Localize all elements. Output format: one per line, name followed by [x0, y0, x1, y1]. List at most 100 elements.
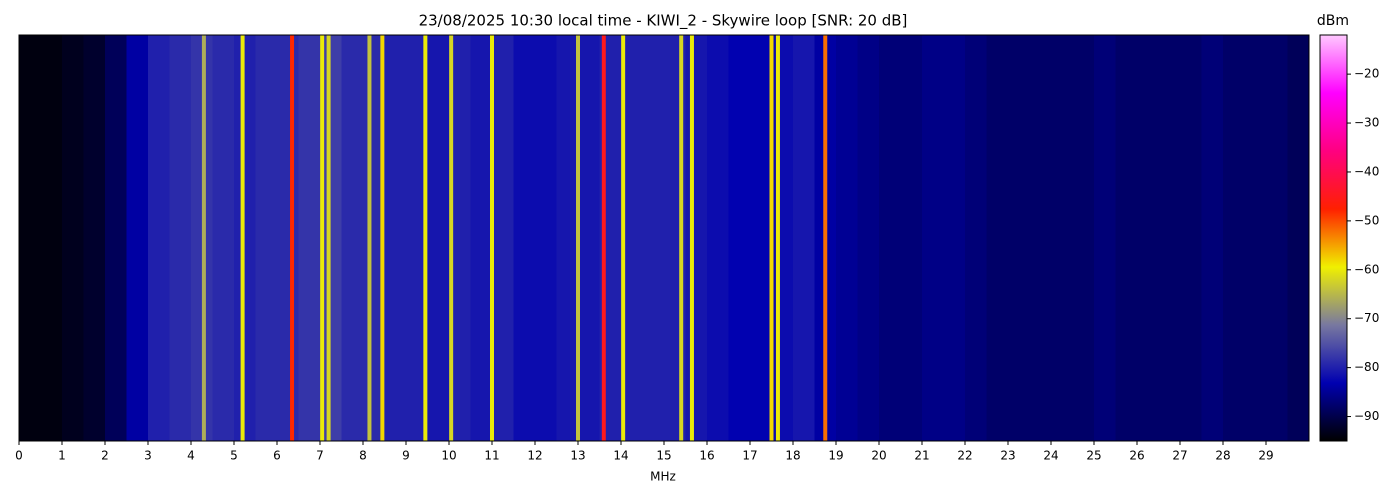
- x-tick-label: 3: [144, 449, 152, 463]
- heatmap-cell: [1029, 35, 1052, 441]
- heatmap-cell: [879, 35, 901, 441]
- signal-line: [823, 35, 828, 441]
- colorbar-tick-label: −90: [1354, 409, 1379, 423]
- heatmap-cell: [578, 35, 600, 441]
- x-tick-label: 10: [441, 449, 456, 463]
- heatmap-cell: [535, 35, 557, 441]
- signal-line: [201, 35, 206, 441]
- signal-line: [423, 35, 428, 441]
- x-tick-label: 8: [359, 449, 367, 463]
- x-tick-label: 24: [1043, 449, 1058, 463]
- heatmap-cell: [750, 35, 772, 441]
- colorbar-tick-label: −30: [1354, 116, 1379, 130]
- heatmap-cell: [470, 35, 493, 441]
- signal-line: [689, 35, 694, 441]
- signal-line: [769, 35, 774, 441]
- heatmap-cell: [1051, 35, 1073, 441]
- heatmap-cell: [40, 35, 63, 441]
- chart-title: 23/08/2025 10:30 local time - KIWI_2 - S…: [419, 12, 908, 31]
- heatmap-cell: [1008, 35, 1030, 441]
- heatmap-cell: [341, 35, 364, 441]
- heatmap-cell: [406, 35, 428, 441]
- heatmap-cell: [19, 35, 41, 441]
- x-tick-label: 15: [656, 449, 671, 463]
- x-tick-label: 9: [402, 449, 410, 463]
- colorbar-tick-label: −50: [1354, 213, 1379, 227]
- heatmap-cell: [320, 35, 342, 441]
- heatmap-cell: [255, 35, 278, 441]
- heatmap-cell: [707, 35, 729, 441]
- signal-line: [240, 35, 245, 441]
- signal-line: [576, 35, 580, 441]
- heatmap-cell: [234, 35, 256, 441]
- heatmap-cell: [277, 35, 299, 441]
- x-tick-label: 1: [58, 449, 66, 463]
- heatmap-cell: [513, 35, 536, 441]
- signal-line: [775, 35, 780, 441]
- x-tick-label: 19: [828, 449, 843, 463]
- heatmap-cell: [1201, 35, 1224, 441]
- x-tick-label: 27: [1172, 449, 1187, 463]
- x-tick-label: 6: [273, 449, 281, 463]
- heatmap-cell: [685, 35, 708, 441]
- x-tick-label: 23: [1000, 449, 1015, 463]
- heatmap-cell: [449, 35, 471, 441]
- x-tick-label: 0: [15, 449, 23, 463]
- x-axis-label: MHz: [650, 470, 676, 484]
- signal-line: [490, 35, 494, 441]
- heatmap-cell: [1115, 35, 1138, 441]
- heatmap-cell: [83, 35, 106, 441]
- heatmap-cell: [986, 35, 1009, 441]
- signal-line: [601, 35, 606, 441]
- x-tick-label: 18: [785, 449, 800, 463]
- heatmap-cell: [492, 35, 514, 441]
- heatmap-cell: [771, 35, 794, 441]
- heatmap-cell: [943, 35, 966, 441]
- heatmap-cell: [1244, 35, 1267, 441]
- signal-line: [320, 35, 325, 441]
- signal-line: [621, 35, 626, 441]
- x-tick-label: 20: [871, 449, 886, 463]
- colorbar-tick-label: −80: [1354, 360, 1379, 374]
- heatmap-cell: [900, 35, 923, 441]
- x-tick-label: 11: [484, 449, 499, 463]
- x-tick-label: 4: [187, 449, 195, 463]
- heatmap-cell: [1223, 35, 1245, 441]
- heatmap-cell: [1094, 35, 1116, 441]
- x-tick-label: 26: [1129, 449, 1144, 463]
- x-tick-label: 14: [613, 449, 628, 463]
- signal-line: [367, 35, 372, 441]
- heatmap-cell: [298, 35, 321, 441]
- x-tick-label: 29: [1258, 449, 1273, 463]
- heatmap-cell: [836, 35, 858, 441]
- heatmap-cell: [427, 35, 450, 441]
- heatmap-cell: [1180, 35, 1202, 441]
- heatmap-cell: [1158, 35, 1181, 441]
- x-tick-label: 28: [1215, 449, 1230, 463]
- heatmap-cell: [62, 35, 84, 441]
- heatmap-cell: [1266, 35, 1288, 441]
- heatmap-cell: [1072, 35, 1095, 441]
- heatmap-cell: [384, 35, 407, 441]
- signal-line: [449, 35, 454, 441]
- x-tick-label: 16: [699, 449, 714, 463]
- colorbar-tick-label: −40: [1354, 164, 1379, 178]
- x-tick-label: 7: [316, 449, 324, 463]
- heatmap-cell: [642, 35, 665, 441]
- heatmap-cell: [621, 35, 643, 441]
- x-tick-label: 17: [742, 449, 757, 463]
- colorbar-tick-label: −20: [1354, 67, 1379, 81]
- x-tick-label: 25: [1086, 449, 1101, 463]
- heatmap-cell: [793, 35, 815, 441]
- signal-line: [679, 35, 684, 441]
- heatmap-cell: [212, 35, 235, 441]
- heatmap-cell: [148, 35, 170, 441]
- x-tick-label: 22: [957, 449, 972, 463]
- heatmap-cell: [1287, 35, 1310, 441]
- heatmap-cell: [857, 35, 880, 441]
- signal-line: [326, 35, 331, 441]
- heatmap-cell: [126, 35, 149, 441]
- heatmap-cell: [1137, 35, 1159, 441]
- colorbar: [1319, 34, 1348, 442]
